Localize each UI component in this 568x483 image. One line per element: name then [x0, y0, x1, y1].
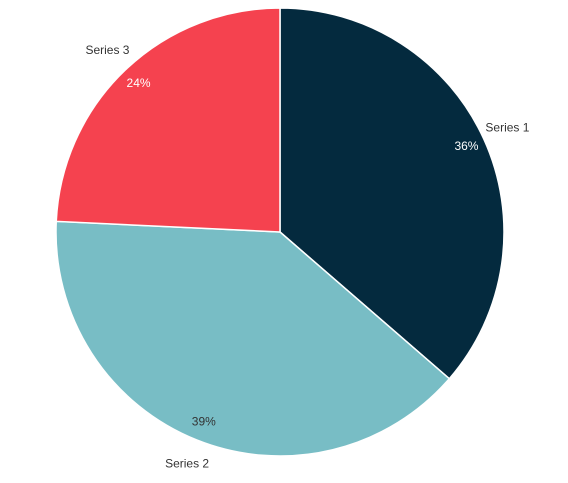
category-label: Series 2: [165, 456, 209, 470]
data-label: 24%: [127, 76, 151, 90]
data-label: 36%: [454, 139, 478, 153]
pie-slice: [55, 220, 451, 457]
category-label: Series 1: [485, 120, 529, 134]
data-label: 39%: [192, 414, 216, 428]
category-label: Series 3: [85, 43, 129, 57]
pie-slice: [55, 7, 281, 233]
pie-slice: [279, 7, 505, 380]
